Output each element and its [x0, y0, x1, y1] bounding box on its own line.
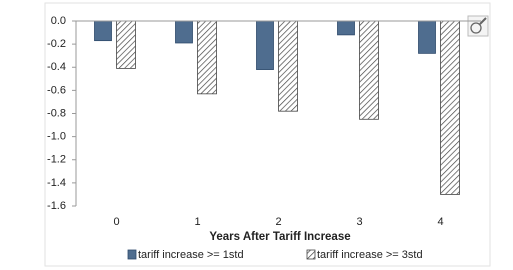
bar	[256, 20, 274, 70]
bar	[197, 20, 217, 95]
chart-frame	[44, 2, 491, 267]
y-tick-label: 0.0	[51, 15, 66, 27]
bar	[359, 20, 379, 120]
legend-label: tariff increase >= 1std	[138, 249, 244, 261]
y-tick-label: -0.8	[47, 107, 66, 119]
legend-swatch	[127, 249, 137, 260]
zoom-icon[interactable]	[467, 15, 489, 37]
y-tick-label: -0.4	[47, 61, 66, 73]
y-tick-label: -0.6	[47, 84, 66, 96]
x-tick-label: 4	[437, 216, 443, 228]
legend-label: tariff increase >= 3std	[317, 249, 423, 261]
bar	[116, 20, 136, 69]
y-tick-label: -1.4	[47, 177, 66, 189]
y-tick-label: -1.6	[47, 200, 66, 212]
x-tick-label: 0	[113, 216, 119, 228]
bar	[440, 20, 460, 195]
bar	[337, 20, 355, 36]
bar	[175, 20, 193, 44]
x-tick-label: 1	[194, 216, 200, 228]
x-tick-label: 2	[275, 216, 281, 228]
legend-swatch	[306, 249, 316, 260]
bar	[278, 20, 298, 112]
x-tick-label: 3	[356, 216, 362, 228]
y-tick-label: -1.2	[47, 154, 66, 166]
bar	[418, 20, 436, 54]
y-tick-label: -0.2	[47, 38, 66, 50]
x-axis-title: Years After Tariff Increase	[209, 231, 350, 243]
y-tick-label: -1.0	[47, 131, 66, 143]
bar	[94, 20, 112, 42]
